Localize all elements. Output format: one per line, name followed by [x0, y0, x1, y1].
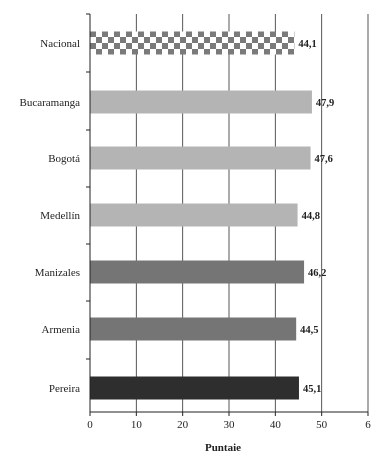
category-label-5: Armenia [42, 324, 81, 336]
category-label-0: Nacional [40, 38, 80, 50]
x-tick-label-40: 40 [270, 419, 282, 431]
bar-1 [90, 90, 312, 114]
value-label-0: 44,1 [298, 39, 316, 50]
value-label-5: 44,5 [300, 325, 318, 336]
value-label-4: 46,2 [308, 268, 326, 279]
x-tick-label-0: 0 [87, 419, 93, 431]
x-tick-label-60: 6 [365, 419, 371, 431]
bar-5 [90, 317, 297, 341]
category-label-2: Bogotá [48, 153, 80, 165]
x-tick-label-30: 30 [224, 419, 236, 431]
category-label-6: Pereira [49, 383, 80, 395]
value-label-6: 45,1 [303, 384, 321, 395]
bar-0 [90, 31, 295, 55]
category-label-4: Manizales [35, 267, 80, 279]
value-label-2: 47,6 [315, 154, 333, 165]
bar-2 [90, 146, 311, 170]
value-label-1: 47,9 [316, 98, 334, 109]
bar-6 [90, 376, 299, 400]
x-tick-label-20: 20 [177, 419, 189, 431]
bar-4 [90, 260, 305, 284]
bars [90, 31, 312, 400]
category-label-1: Bucaramanga [20, 97, 81, 109]
x-tick-label-50: 50 [316, 419, 328, 431]
x-tick-label-10: 10 [131, 419, 143, 431]
x-axis-title: Puntaie [205, 442, 241, 453]
bar-3 [90, 203, 298, 227]
value-label-3: 44,8 [302, 211, 320, 222]
axes [86, 13, 369, 416]
labels: Nacional 44,1 Bucaramanga 47,9 Bogotá 47,6 Med… [20, 38, 371, 431]
category-label-3: Medellín [40, 210, 80, 222]
